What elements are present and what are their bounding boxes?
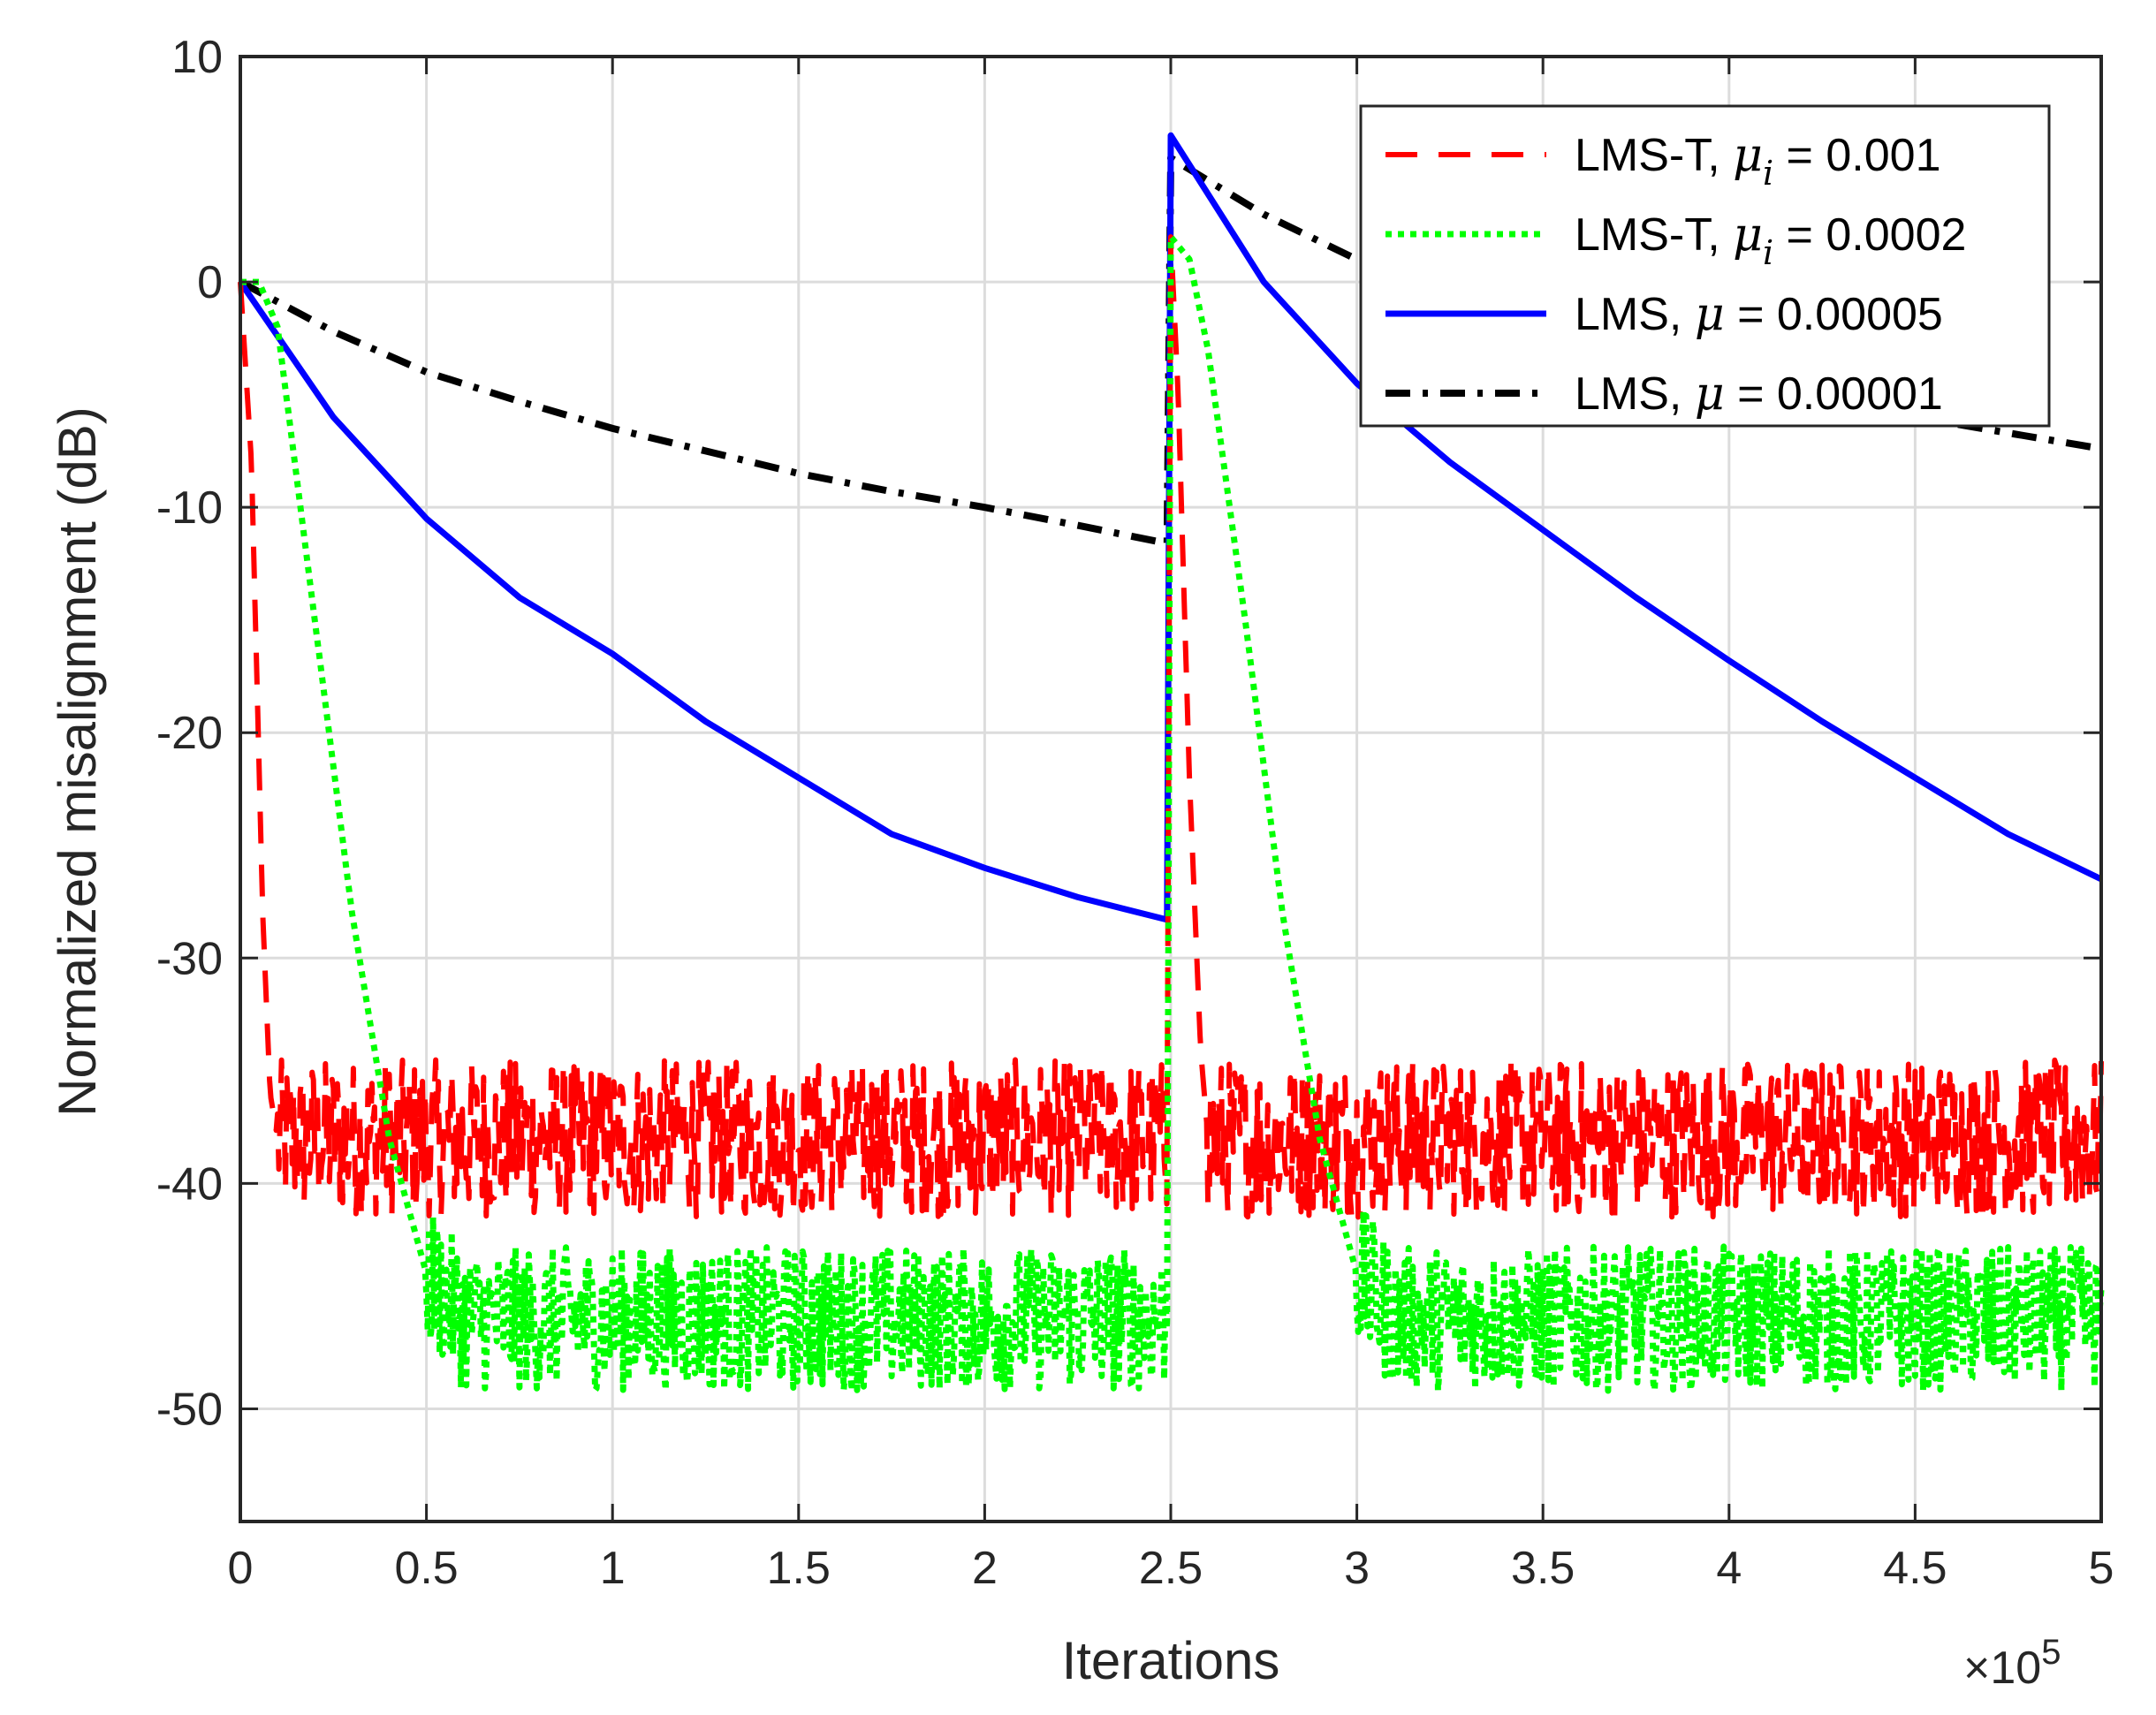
x-tick-label: 2 (972, 1543, 998, 1594)
x-tick-label: 0 (228, 1543, 254, 1594)
series-line-0 (238, 234, 2104, 1220)
legend-suffix: = 0.0002 (1773, 209, 1966, 261)
y-tick-label: -10 (156, 482, 223, 534)
legend-prefix: LMS-T, (1575, 130, 1733, 181)
legend-mu-symbol: μ (1733, 129, 1763, 182)
series-line-1 (239, 233, 2105, 1394)
legend-subscript: i (1763, 233, 1773, 272)
legend-prefix: LMS-T, (1575, 209, 1733, 261)
legend-label-0: LMS-T, μi = 0.001 (1575, 129, 1940, 193)
plot-area (238, 132, 2105, 1394)
x-axis-label: Iterations (1062, 1631, 1280, 1690)
x-tick-label: 3 (1344, 1543, 1370, 1594)
axis-ticks: 0 0.5 1 1.5 2 2.5 3 3.5 4 4.5 5 10 0 -10 -20 -30 -40 -50 (156, 32, 2114, 1594)
y-tick-label: -50 (156, 1384, 223, 1435)
x-tick-label: 1 (600, 1543, 626, 1594)
x-exponent-base: ×10 (1963, 1643, 2041, 1694)
legend-prefix: LMS, (1575, 368, 1695, 420)
legend-subscript: i (1763, 154, 1773, 193)
y-tick-label: -30 (156, 933, 223, 984)
legend-mu-symbol: μ (1695, 288, 1725, 341)
x-axis-exponent: ×105 (1963, 1633, 2061, 1694)
y-tick-label: 10 (171, 32, 223, 83)
legend-mu-symbol: μ (1695, 368, 1725, 421)
y-tick-label: 0 (197, 257, 223, 308)
legend-suffix: = 0.00005 (1725, 289, 1943, 340)
y-tick-label: -20 (156, 708, 223, 759)
legend-mu-symbol: μ (1733, 209, 1763, 262)
x-tick-label: 4 (1716, 1543, 1742, 1594)
legend-suffix: = 0.00001 (1725, 368, 1943, 420)
x-tick-label: 2.5 (1139, 1543, 1203, 1594)
y-tick-label: -40 (156, 1158, 223, 1210)
x-tick-label: 5 (2089, 1543, 2114, 1594)
legend-label-1: LMS-T, μi = 0.0002 (1575, 209, 1966, 272)
legend-label-2: LMS, μ = 0.00005 (1575, 288, 1943, 341)
x-tick-label: 4.5 (1883, 1543, 1947, 1594)
legend-prefix: LMS, (1575, 289, 1695, 340)
legend-box (1359, 104, 2051, 428)
x-tick-label: 3.5 (1511, 1543, 1575, 1594)
legend-suffix: = 0.001 (1773, 130, 1940, 181)
x-exponent-power: 5 (2041, 1633, 2061, 1672)
x-tick-label: 0.5 (394, 1543, 458, 1594)
y-axis-label: Normalized misalignment (dB) (48, 406, 107, 1117)
x-tick-label: 1.5 (767, 1543, 831, 1594)
legend-label-3: LMS, μ = 0.00001 (1575, 368, 1943, 421)
